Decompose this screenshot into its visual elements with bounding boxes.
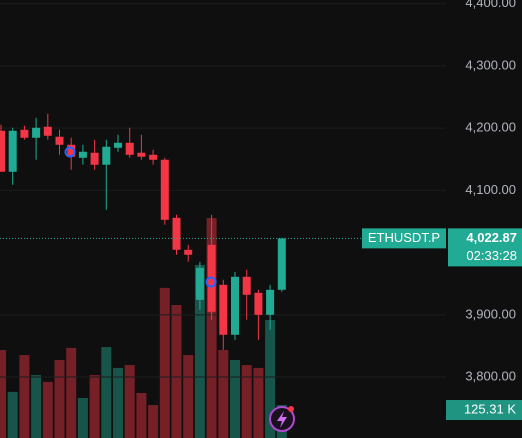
y-tick-label: 4,100.00 [465,182,516,197]
symbol-tag [362,228,446,249]
candle-body [0,130,5,172]
candle-body [137,152,146,157]
y-tick-label: 4,400.00 [465,0,516,10]
volume-bar [253,367,264,438]
volume-bar [66,347,77,438]
volume-bar [31,375,42,438]
candle-body [172,217,181,250]
volume-tag [446,399,522,420]
countdown-label: 02:33:28 [466,248,517,263]
candle-body [90,152,99,165]
candle-body [184,249,193,255]
candle-body [43,126,52,136]
candle-body [114,142,122,148]
candle-body [67,144,76,157]
volume-bar [113,367,123,438]
volume-bar [194,264,205,438]
candle-body [32,127,41,138]
candle-body [102,146,111,165]
price-axis: 4,400.00 4,300.00 4,200.00 4,100.00 3,900.00… [465,0,516,383]
price-tags: ETHUSDT.P 4,022.87 02:33:28 125.31 K [0,228,522,420]
icon-bolt [277,411,287,428]
grid-layer [0,3,446,378]
y-tick-label: 4,300.00 [465,57,516,72]
candle-body [78,151,87,158]
volume-bar [241,365,252,438]
price-tag [448,228,522,267]
volume-bar [42,381,53,438]
candle-body [125,142,134,155]
candle-layer [0,113,286,350]
volume-bar [148,405,159,438]
volume-bar [7,391,18,438]
candle-body [20,129,29,138]
candle-body [160,159,169,220]
y-tick-label: 3,900.00 [465,306,516,321]
lightning-icon[interactable] [269,406,295,432]
volume-bar [171,304,182,438]
event-marker[interactable] [205,276,217,288]
candle-body [149,154,158,160]
volume-label: 125.31 K [464,401,516,416]
volume-bar [54,360,65,438]
volume-bar [124,365,135,438]
y-tick-label: 3,800.00 [465,368,516,383]
candle-body [231,276,239,335]
volume-bar [89,375,100,438]
volume-bar [230,360,240,438]
volume-bar [77,397,88,438]
candle-body [266,289,275,315]
volume-bar [218,350,229,438]
candle-body [8,130,17,172]
candle-body [55,136,64,145]
volume-bar [0,350,6,438]
candle-body [242,276,251,295]
price-label: 4,022.87 [466,230,517,245]
volume-bar [136,392,147,438]
volume-bar [101,347,112,438]
symbol-label: ETHUSDT.P [368,230,440,245]
candle-body [219,284,228,335]
volume-bar [19,355,30,438]
candle-body [254,292,263,315]
volume-bar [159,287,170,438]
volume-bar [206,218,217,438]
y-tick-label: 4,200.00 [465,120,516,135]
candle-body [195,267,204,300]
icon-dot [288,406,294,412]
volume-bar [265,320,276,438]
candle-body [277,238,286,290]
event-marker[interactable] [64,146,76,158]
volume-bar [183,355,194,438]
